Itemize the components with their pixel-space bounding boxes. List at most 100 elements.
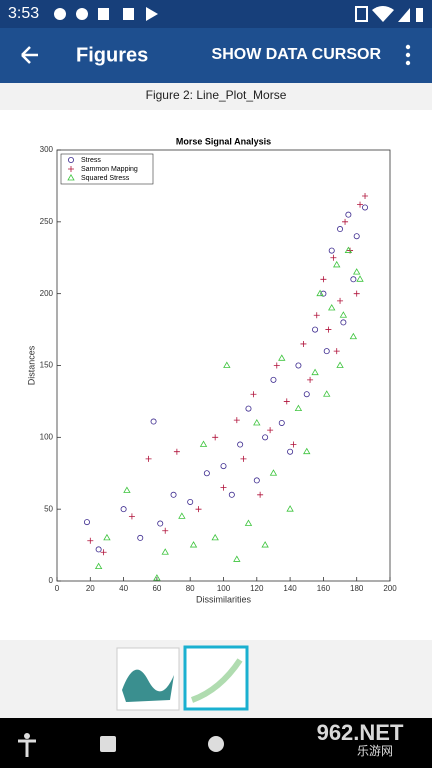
data-point bbox=[362, 204, 369, 211]
data-point bbox=[87, 537, 94, 544]
data-point bbox=[278, 419, 285, 426]
data-point bbox=[233, 417, 240, 424]
app-title: Figures bbox=[76, 44, 148, 66]
data-point bbox=[223, 361, 231, 368]
data-point bbox=[120, 506, 127, 513]
data-point bbox=[150, 418, 157, 425]
data-point bbox=[161, 548, 169, 555]
figure-area bbox=[0, 110, 432, 640]
data-point bbox=[233, 555, 241, 562]
data-point bbox=[323, 390, 331, 397]
data-point bbox=[273, 362, 280, 369]
data-point bbox=[270, 376, 277, 383]
data-point bbox=[328, 304, 336, 311]
legend-marker bbox=[68, 166, 74, 172]
y-tick-label: 50 bbox=[44, 504, 53, 513]
data-point bbox=[323, 348, 330, 355]
data-point bbox=[353, 290, 360, 297]
x-tick-label: 20 bbox=[86, 584, 95, 593]
data-point bbox=[203, 470, 210, 477]
data-point bbox=[189, 541, 198, 548]
data-point bbox=[344, 246, 353, 253]
data-point bbox=[195, 506, 202, 513]
data-point bbox=[278, 354, 286, 361]
data-point bbox=[83, 519, 90, 526]
x-tick-label: 100 bbox=[217, 584, 231, 593]
status-time: 3:53 bbox=[8, 5, 39, 22]
data-point bbox=[261, 541, 269, 548]
data-point bbox=[145, 455, 152, 462]
data-point bbox=[211, 533, 219, 541]
data-point bbox=[199, 440, 208, 447]
data-point bbox=[240, 455, 247, 462]
legend-label: Sammon Mapping bbox=[81, 166, 138, 173]
data-point bbox=[137, 534, 144, 541]
data-point bbox=[94, 562, 103, 570]
legend-marker bbox=[68, 156, 75, 163]
data-point bbox=[128, 513, 135, 520]
legend-box bbox=[60, 153, 154, 185]
x-tick-label: 120 bbox=[250, 584, 264, 593]
back-button[interactable] bbox=[21, 46, 38, 64]
data-point bbox=[307, 376, 314, 383]
data-point bbox=[170, 491, 177, 498]
data-point bbox=[300, 340, 307, 347]
y-tick-label: 250 bbox=[40, 217, 54, 226]
x-tick-label: 0 bbox=[55, 584, 60, 593]
legend-label: Stress bbox=[81, 157, 101, 164]
status-icons bbox=[54, 6, 423, 22]
status-bar bbox=[0, 0, 432, 28]
data-point bbox=[362, 192, 369, 199]
data-point bbox=[303, 391, 310, 398]
data-point bbox=[320, 276, 327, 283]
data-point bbox=[337, 297, 344, 304]
data-point bbox=[250, 391, 257, 398]
data-point bbox=[325, 326, 332, 333]
data-point bbox=[311, 368, 319, 376]
data-point bbox=[339, 311, 348, 318]
nav-buttons[interactable] bbox=[18, 733, 224, 757]
data-point bbox=[162, 527, 169, 534]
data-point bbox=[283, 398, 290, 405]
data-point bbox=[257, 491, 264, 498]
data-point bbox=[340, 319, 347, 326]
x-tick-label: 160 bbox=[317, 584, 331, 593]
data-point bbox=[356, 275, 364, 282]
data-point bbox=[353, 233, 360, 240]
x-tick-label: 60 bbox=[152, 584, 161, 593]
data-point bbox=[187, 498, 194, 505]
watermark-name: 乐游网 bbox=[357, 744, 393, 758]
data-point bbox=[178, 512, 186, 519]
data-point bbox=[220, 484, 227, 491]
data-point bbox=[100, 549, 107, 556]
data-point bbox=[287, 448, 294, 455]
data-point bbox=[328, 247, 335, 254]
x-tick-label: 200 bbox=[383, 584, 397, 593]
data-point bbox=[286, 505, 294, 512]
data-point bbox=[228, 491, 235, 498]
data-point bbox=[330, 254, 337, 261]
data-point bbox=[337, 226, 344, 233]
data-point bbox=[312, 326, 319, 333]
legend-label: Squared Stress bbox=[81, 175, 130, 182]
data-point bbox=[345, 211, 352, 218]
x-tick-label: 140 bbox=[283, 584, 297, 593]
data-point bbox=[333, 348, 340, 355]
x-tick-label: 40 bbox=[119, 584, 128, 593]
data-point bbox=[349, 332, 358, 340]
app-bar bbox=[0, 28, 432, 83]
data-point bbox=[153, 574, 161, 581]
data-point bbox=[173, 448, 180, 455]
x-tick-label: 80 bbox=[186, 584, 195, 593]
data-point bbox=[269, 469, 278, 476]
data-point bbox=[336, 361, 344, 368]
data-cursor-button[interactable]: SHOW DATA CURSOR bbox=[212, 46, 382, 63]
data-point bbox=[212, 434, 219, 441]
overflow-menu[interactable] bbox=[405, 44, 411, 66]
data-point bbox=[262, 434, 269, 441]
chart-title: Morse Signal Analysis bbox=[176, 136, 271, 146]
data-point bbox=[333, 260, 341, 268]
watermark-brand: 962.NET bbox=[317, 720, 404, 745]
data-point bbox=[157, 520, 164, 527]
